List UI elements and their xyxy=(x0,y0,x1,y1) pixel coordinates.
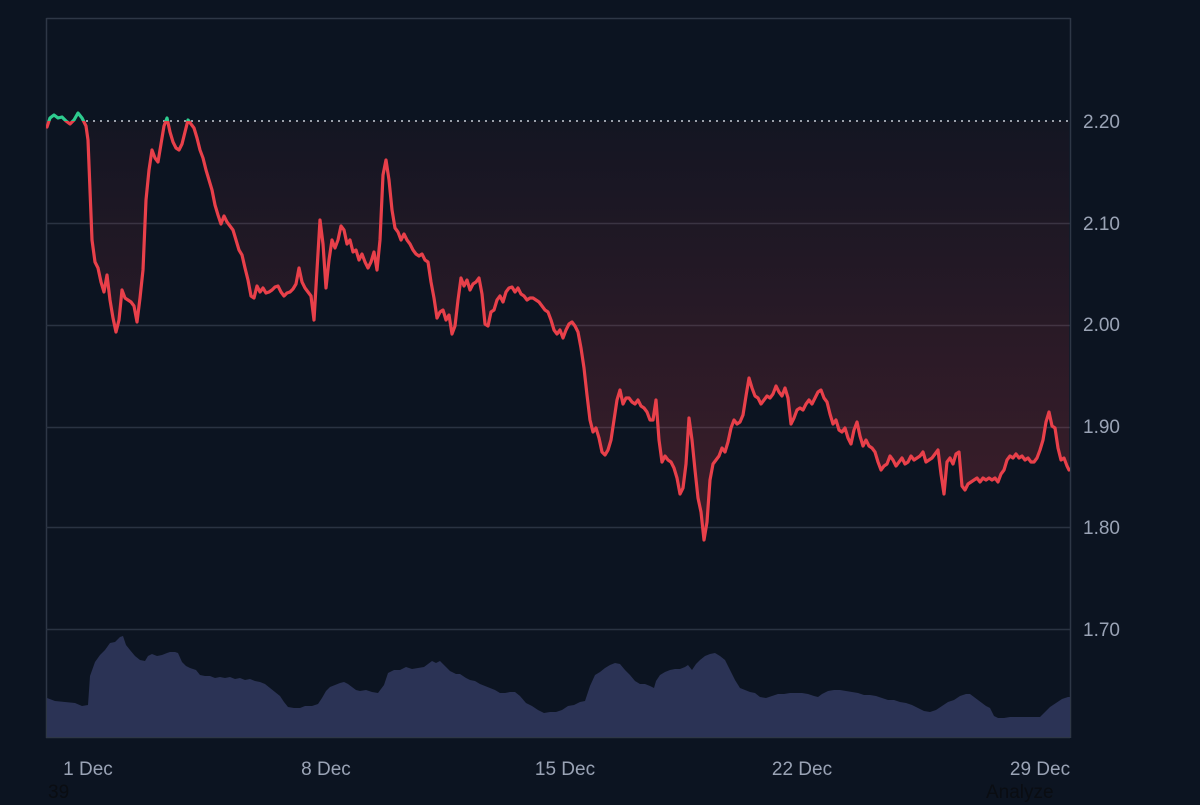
y-tick-label: 1.80 xyxy=(1083,518,1120,539)
analyze-link[interactable]: Analyze xyxy=(986,782,1054,803)
y-tick-label: 1.70 xyxy=(1083,620,1120,641)
y-tick-label: 2.20 xyxy=(1083,112,1120,133)
x-tick-label: 1 Dec xyxy=(63,759,113,780)
x-tick-label: 8 Dec xyxy=(301,759,351,780)
y-tick-label: 2.00 xyxy=(1083,315,1120,336)
plot-frame xyxy=(45,17,1072,739)
x-tick-label: 22 Dec xyxy=(772,759,832,780)
price-line-below-baseline[interactable] xyxy=(46,113,1070,542)
clipped-counter-text: 39 xyxy=(48,782,70,803)
y-tick-label: 2.10 xyxy=(1083,214,1120,235)
volume-area xyxy=(47,636,1070,737)
y-axis: 2.20 2.10 2.00 1.90 1.80 1.70 xyxy=(1083,112,1120,641)
y-tick-label: 1.90 xyxy=(1083,417,1120,438)
x-tick-label: 29 Dec xyxy=(1010,759,1070,780)
x-tick-label: 15 Dec xyxy=(535,759,595,780)
price-area-fill xyxy=(47,121,1069,540)
x-axis: 1 Dec 8 Dec 15 Dec 22 Dec 29 Dec xyxy=(63,759,1070,780)
